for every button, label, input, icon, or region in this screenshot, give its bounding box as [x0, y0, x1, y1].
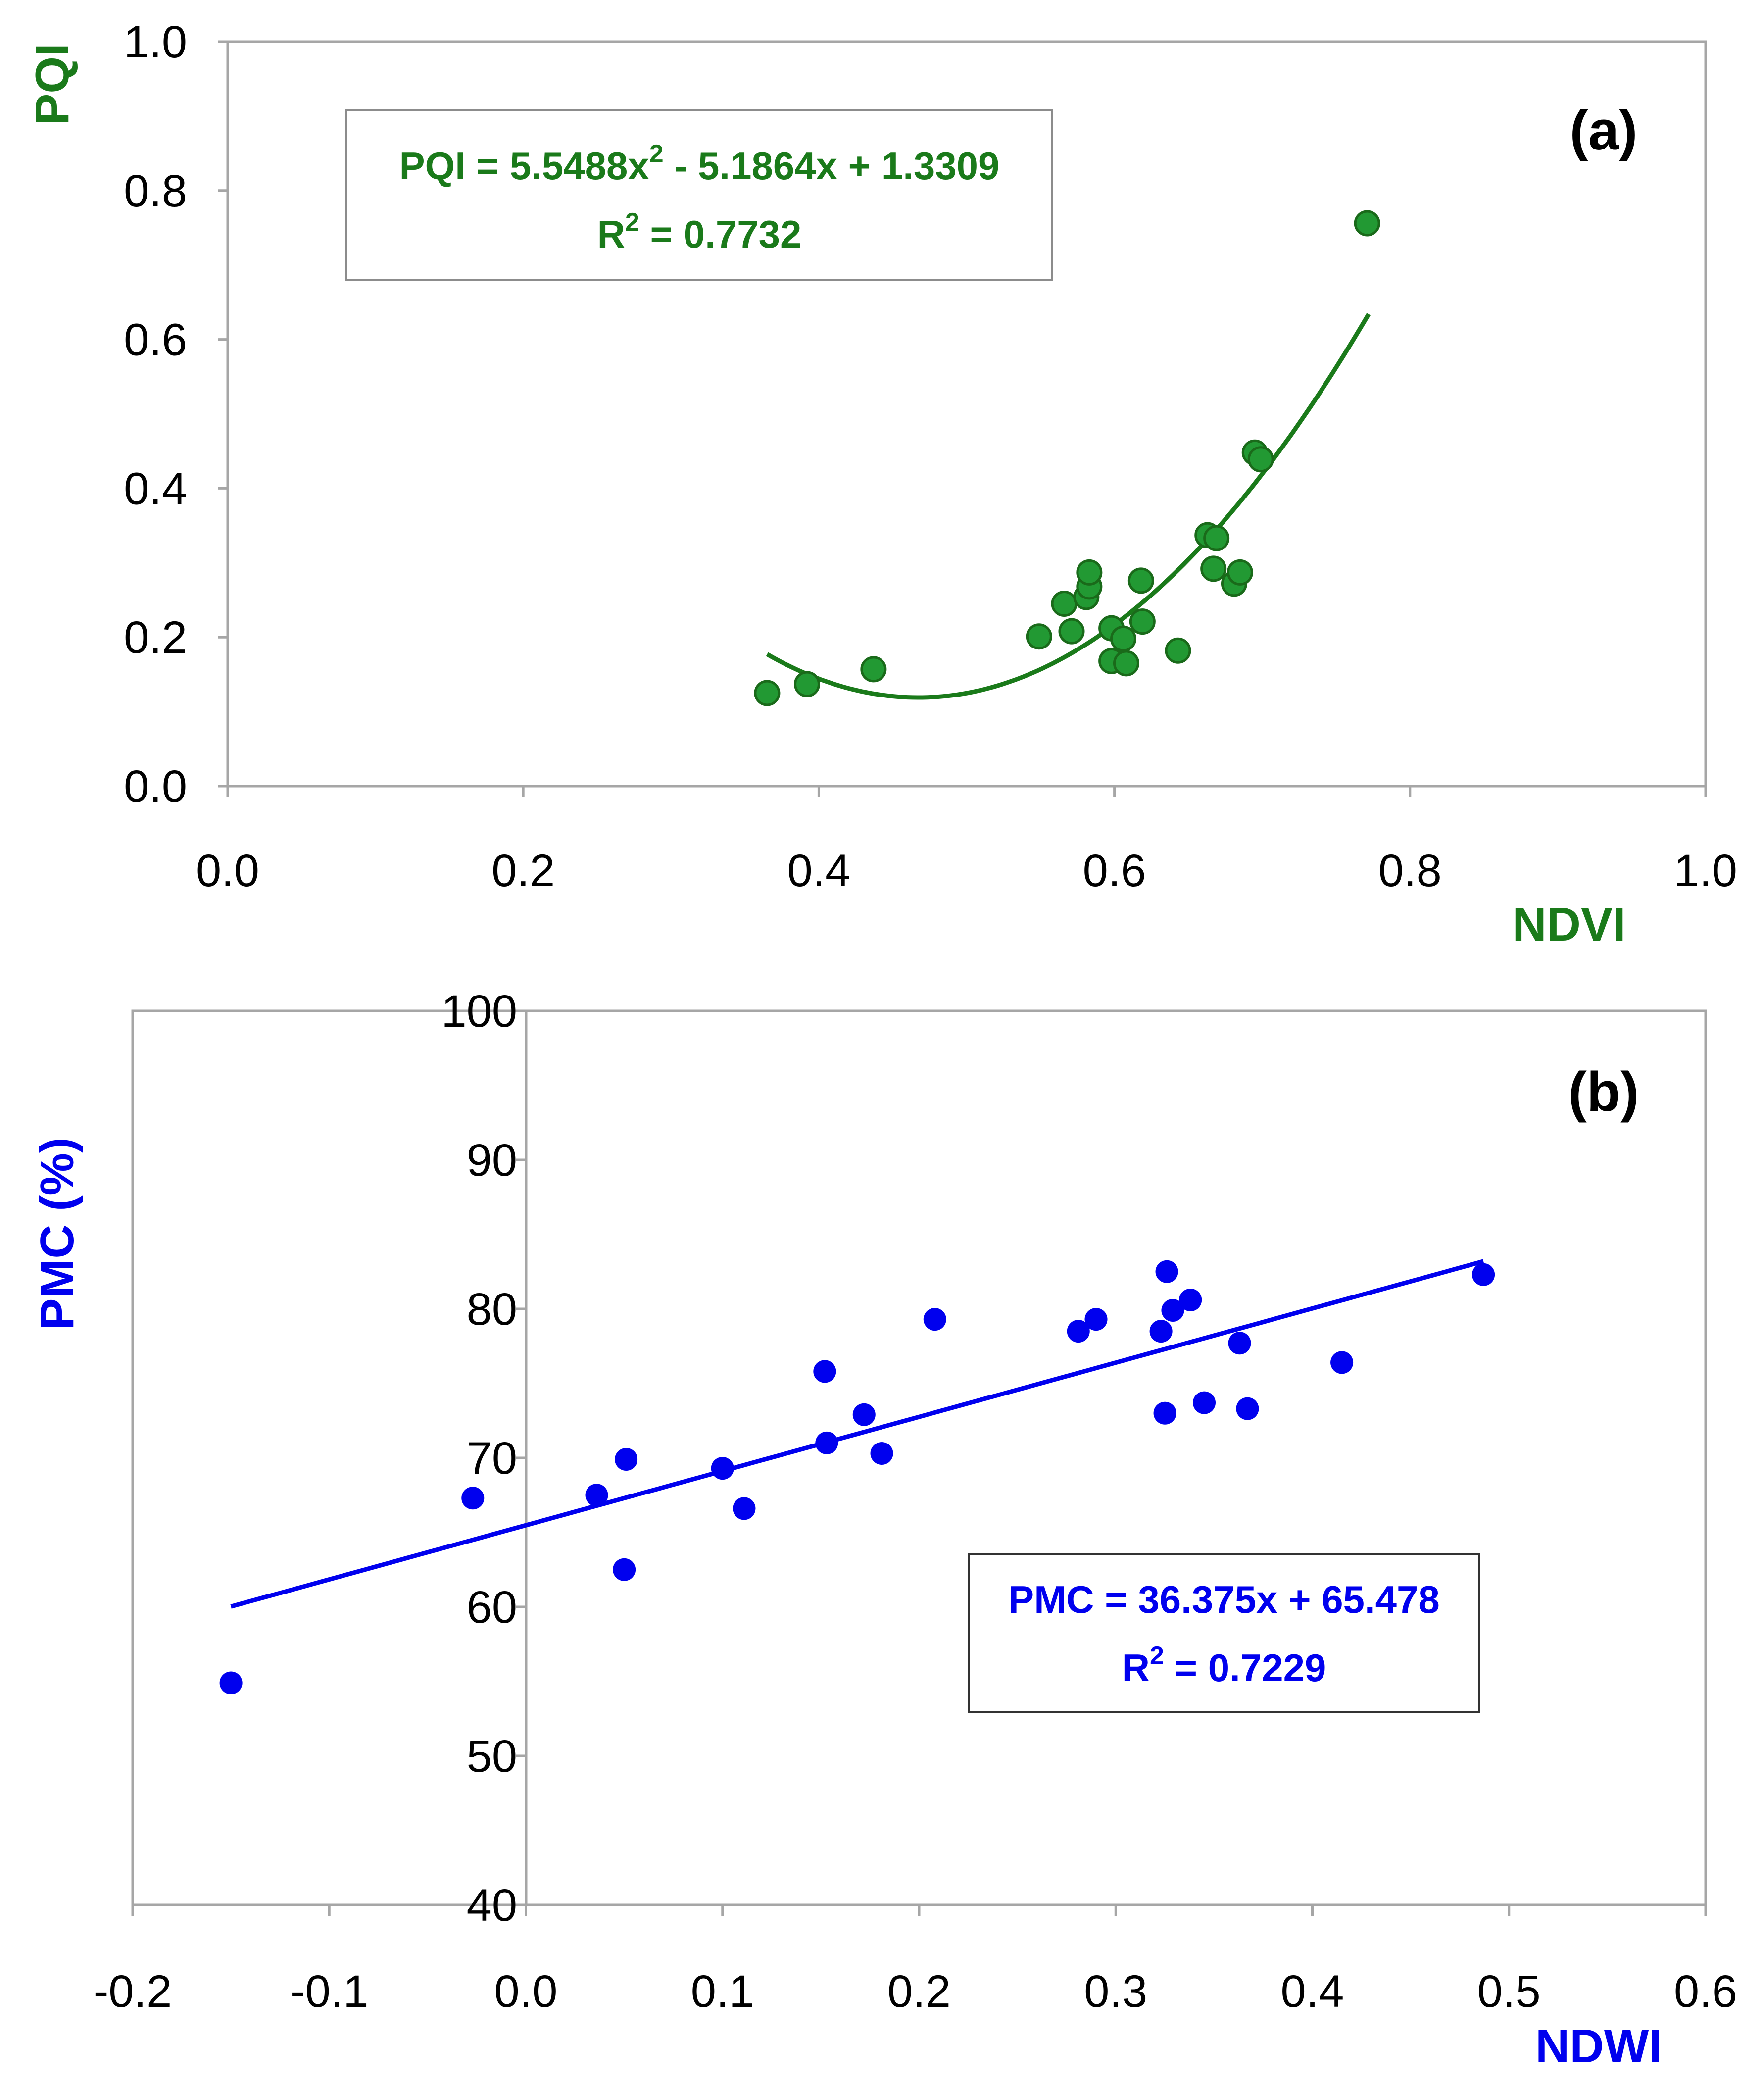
r-squared-text-b: R2 = 0.7229	[1122, 1642, 1326, 1690]
plot-area-b	[131, 1009, 1707, 1906]
data-point	[923, 1308, 946, 1331]
data-point	[754, 680, 781, 706]
x-tick-label: -0.1	[290, 1966, 369, 2017]
data-point	[1113, 650, 1139, 677]
data-point	[794, 671, 821, 697]
equation-box-b: PMC = 36.375x + 65.478 R2 = 0.7229	[968, 1553, 1480, 1713]
x-tick-label: 0.5	[1477, 1966, 1541, 2017]
data-point	[1330, 1351, 1354, 1374]
x-tick-label: 0.2	[887, 1966, 951, 2017]
y-tick-label: 40	[467, 1880, 517, 1931]
data-point	[1058, 618, 1085, 645]
x-axis-title-a: NDVI	[1512, 898, 1625, 951]
data-point	[813, 1360, 836, 1383]
data-point	[1129, 608, 1156, 635]
data-point	[1110, 625, 1137, 652]
r-squared-text-a: R2 = 0.7732	[597, 208, 802, 256]
data-point	[1076, 559, 1103, 586]
equation-box-a: PQI = 5.5488x2 - 5.1864x + 1.3309 R2 = 0…	[345, 109, 1053, 281]
data-point	[1472, 1263, 1495, 1286]
x-tick-label: 0.8	[1378, 846, 1442, 896]
x-tick-label: 0.0	[196, 846, 259, 896]
y-ticks-b: 40 50 60 70 80 90 100	[441, 986, 526, 1931]
data-point	[219, 1671, 243, 1694]
data-point	[1228, 1332, 1251, 1355]
data-points-b	[219, 1260, 1495, 1694]
y-tick-label: 1.0	[124, 17, 187, 67]
x-tick-label: 1.0	[1674, 846, 1737, 896]
data-point	[585, 1484, 608, 1507]
x-tick-label: 0.6	[1083, 846, 1146, 896]
y-tick-label: 0.2	[124, 612, 187, 663]
y-tick-label: 70	[467, 1433, 517, 1484]
y-axis-title-a: PQI	[26, 43, 79, 125]
chart-panel-a: 0.0 0.2 0.4 0.6 0.8 1.0 0.0 0.2 0.4 0.6 0.8 1.0 PQ…	[26, 17, 1737, 951]
data-point	[1226, 559, 1253, 586]
data-point	[815, 1431, 838, 1454]
data-point	[1193, 1391, 1216, 1414]
x-tick-label: 0.2	[491, 846, 555, 896]
y-tick-label: 0.4	[124, 463, 187, 514]
x-ticks-a: 0.0 0.2 0.4 0.6 0.8 1.0	[196, 786, 1737, 896]
data-point	[1051, 591, 1078, 617]
data-point	[870, 1442, 893, 1465]
x-tick-label: 0.3	[1084, 1966, 1147, 2017]
equation-text-b: PMC = 36.375x + 65.478	[1008, 1578, 1440, 1621]
data-point	[1149, 1320, 1173, 1343]
data-point	[1354, 210, 1380, 237]
y-tick-label: 100	[441, 986, 518, 1037]
data-point	[852, 1403, 876, 1426]
x-tick-label: 0.0	[494, 1966, 558, 2017]
equation-text-a: PQI = 5.5488x2 - 5.1864x + 1.3309	[399, 140, 1000, 188]
data-point	[860, 656, 887, 683]
fit-line-b	[230, 1259, 1484, 1609]
panel-label-b: (b)	[1568, 1061, 1639, 1123]
y-tick-label: 50	[467, 1731, 517, 1782]
x-ticks-b: -0.2 -0.1 0.0 0.1 0.2 0.3 0.4 0.5 0.6	[94, 1905, 1737, 2017]
y-axis-title-b: PMC (%)	[31, 1137, 84, 1330]
panel-label-a: (a)	[1570, 100, 1638, 161]
y-ticks-a: 0.0 0.2 0.4 0.6 0.8 1.0	[124, 17, 228, 812]
y-tick-label: 60	[467, 1582, 517, 1633]
data-point	[1203, 525, 1230, 551]
data-points-a	[754, 210, 1380, 706]
data-point	[1179, 1288, 1202, 1311]
y-tick-label: 0.0	[124, 761, 187, 812]
data-point	[1127, 567, 1154, 594]
data-point	[1153, 1401, 1176, 1425]
y-tick-label: 90	[467, 1135, 517, 1186]
x-axis-title-b: NDWI	[1535, 2020, 1662, 2073]
data-point	[1155, 1260, 1178, 1283]
data-point	[615, 1448, 638, 1471]
data-point	[1165, 637, 1191, 664]
data-point	[711, 1457, 734, 1480]
data-point	[733, 1497, 756, 1520]
y-tick-label: 0.6	[124, 315, 187, 365]
x-tick-label: 0.4	[787, 846, 850, 896]
data-point	[461, 1487, 485, 1510]
data-point	[1067, 1320, 1090, 1343]
data-point	[1161, 1299, 1184, 1322]
data-point	[1084, 1308, 1108, 1331]
x-tick-label: 0.4	[1281, 1966, 1344, 2017]
data-point	[1236, 1397, 1259, 1420]
y-tick-label: 80	[467, 1284, 517, 1335]
x-tick-label: -0.2	[94, 1966, 172, 2017]
data-point	[1026, 623, 1052, 650]
x-tick-label: 0.6	[1674, 1966, 1737, 2017]
data-point	[1200, 555, 1227, 582]
data-point	[1247, 446, 1274, 473]
chart-panel-b: -0.2 -0.1 0.0 0.1 0.2 0.3 0.4 0.5 0.6 40 50 60 70 80…	[31, 986, 1737, 2073]
y-tick-label: 0.8	[124, 166, 187, 216]
data-point	[613, 1558, 636, 1581]
equation-box-frame-a	[345, 109, 1053, 281]
equation-box-frame-b	[968, 1553, 1480, 1713]
x-tick-label: 0.1	[691, 1966, 754, 2017]
